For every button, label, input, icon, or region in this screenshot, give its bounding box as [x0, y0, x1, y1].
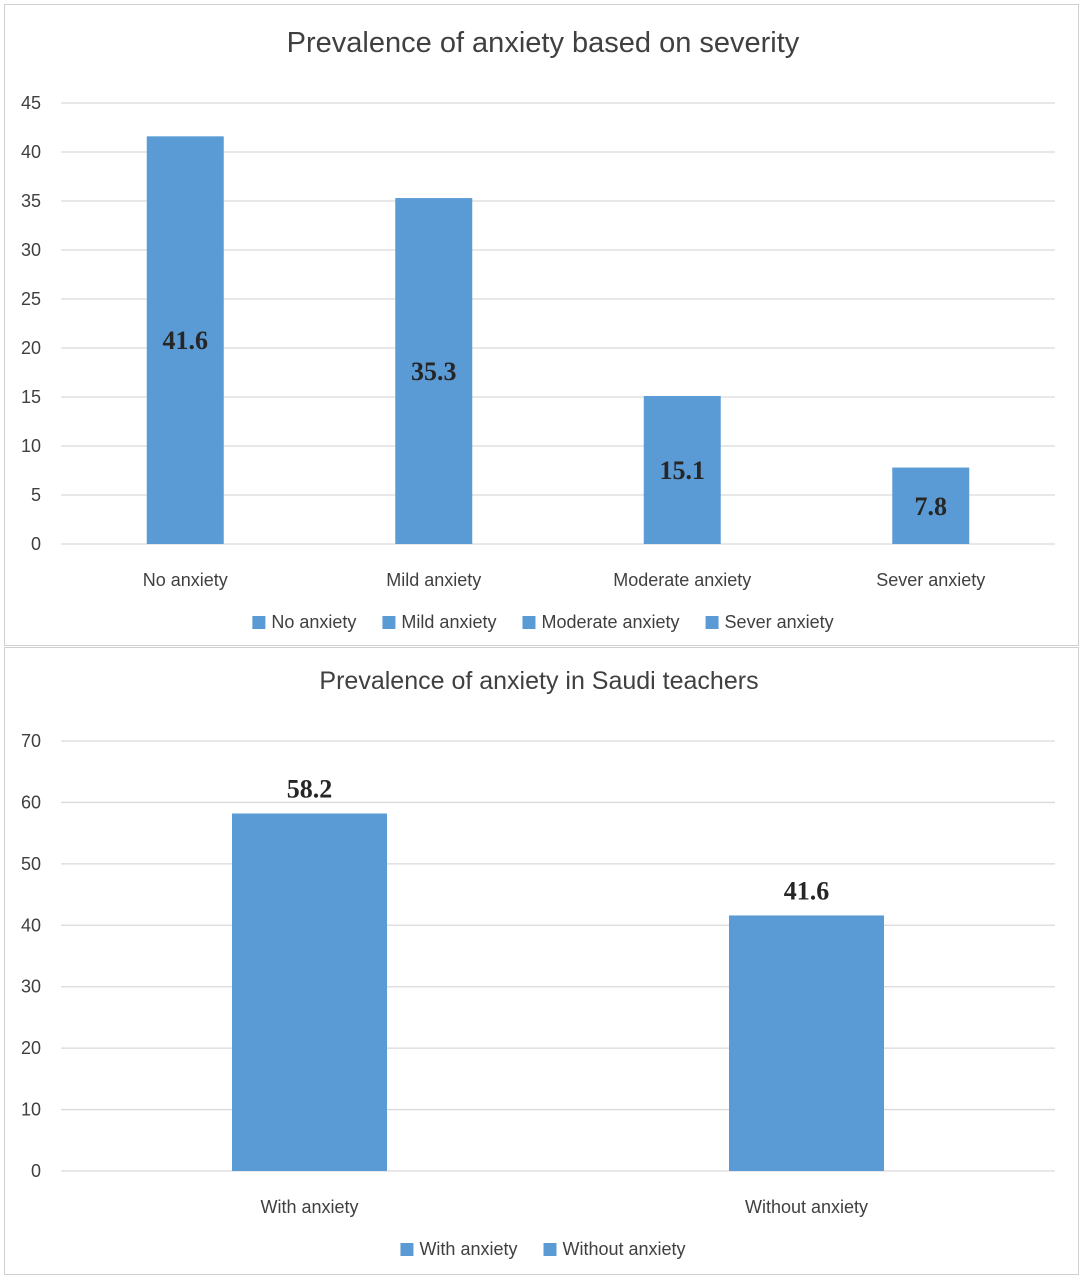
bar-sever-anxiety — [892, 467, 970, 544]
category-label-mild-anxiety: Mild anxiety — [386, 570, 481, 590]
legend-swatch — [400, 1243, 414, 1256]
legend-item-sever-anxiety: Sever anxiety — [705, 612, 834, 632]
bar-with-anxiety — [232, 813, 387, 1171]
y-tick-label: 35 — [21, 191, 41, 211]
legend-item-moderate-anxiety: Moderate anxiety — [522, 612, 680, 632]
y-tick-label: 15 — [21, 387, 41, 407]
legend-label: Moderate anxiety — [541, 612, 679, 632]
severity-chart: Prevalence of anxiety based on severity … — [21, 27, 1055, 632]
y-tick-label: 10 — [21, 1100, 41, 1120]
y-tick-label: 5 — [31, 485, 41, 505]
y-tick-label: 50 — [21, 854, 41, 874]
y-tick-label: 25 — [21, 289, 41, 309]
bar-mild-anxiety — [395, 198, 473, 544]
legend-label: With anxiety — [419, 1239, 517, 1259]
saudi-teachers-chart: Prevalence of anxiety in Saudi teachers … — [21, 667, 1055, 1259]
data-label-with-anxiety: 58.2 — [287, 774, 333, 803]
legend-swatch — [522, 616, 536, 629]
y-tick-label: 0 — [31, 534, 41, 554]
y-tick-label: 30 — [21, 240, 41, 260]
y-tick-label: 40 — [21, 142, 41, 162]
bar-moderate-anxiety — [643, 396, 721, 544]
y-tick-label: 70 — [21, 731, 41, 751]
y-tick-label: 60 — [21, 792, 41, 812]
legend-label: Mild anxiety — [401, 612, 496, 632]
saudi-teachers-chart-panel: Prevalence of anxiety in Saudi teachers … — [4, 647, 1079, 1275]
category-label-sever-anxiety: Sever anxiety — [876, 570, 985, 590]
legend-label: Sever anxiety — [725, 612, 834, 632]
legend-item-without-anxiety: Without anxiety — [543, 1239, 686, 1259]
data-label-without-anxiety: 41.6 — [784, 876, 830, 905]
legend-swatch — [543, 1243, 557, 1256]
y-tick-label: 20 — [21, 338, 41, 358]
legend-swatch — [705, 616, 719, 629]
y-tick-label: 20 — [21, 1038, 41, 1058]
legend-label: No anxiety — [271, 612, 356, 632]
legend-swatch — [252, 616, 266, 629]
severity-chart-panel: Prevalence of anxiety based on severity … — [4, 4, 1079, 646]
category-label-with-anxiety: With anxiety — [260, 1197, 358, 1217]
y-tick-label: 10 — [21, 436, 41, 456]
chart-title: Prevalence of anxiety in Saudi teachers — [319, 667, 758, 695]
bar-no-anxiety — [146, 136, 224, 544]
category-label-no-anxiety: No anxiety — [143, 570, 228, 590]
chart-title: Prevalence of anxiety based on severity — [287, 27, 800, 59]
bar-without-anxiety — [729, 915, 884, 1171]
data-label-moderate-anxiety: 15.1 — [660, 456, 706, 485]
category-label-moderate-anxiety: Moderate anxiety — [613, 570, 751, 590]
data-label-sever-anxiety: 7.8 — [915, 492, 948, 521]
legend-item-no-anxiety: No anxiety — [252, 612, 356, 632]
legend-item-with-anxiety: With anxiety — [400, 1239, 517, 1259]
data-label-no-anxiety: 41.6 — [163, 326, 209, 355]
y-tick-label: 0 — [31, 1161, 41, 1181]
data-label-mild-anxiety: 35.3 — [411, 357, 457, 386]
y-tick-label: 30 — [21, 977, 41, 997]
y-tick-label: 40 — [21, 915, 41, 935]
legend-swatch — [382, 616, 396, 629]
category-label-without-anxiety: Without anxiety — [745, 1197, 868, 1217]
legend-item-mild-anxiety: Mild anxiety — [382, 612, 496, 632]
legend-label: Without anxiety — [562, 1239, 685, 1259]
y-tick-label: 45 — [21, 93, 41, 113]
